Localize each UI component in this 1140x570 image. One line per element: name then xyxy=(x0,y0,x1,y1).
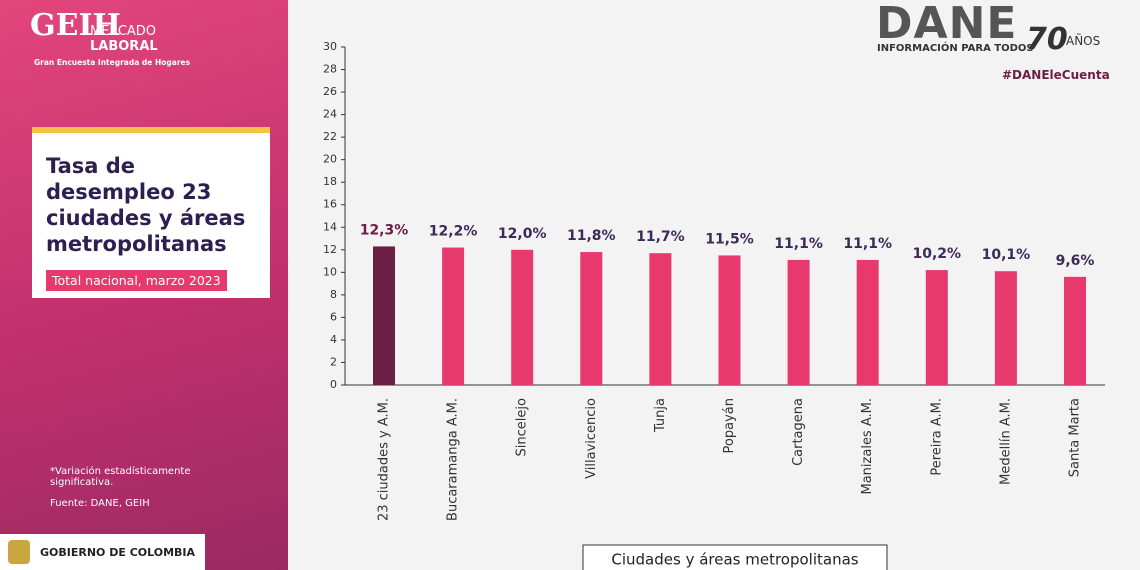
y-tick-label: 28 xyxy=(323,63,337,76)
chart-title: Tasa de desempleo 23 ciudades y áreas me… xyxy=(46,154,246,256)
y-tick-label: 14 xyxy=(323,220,337,233)
y-tick-label: 0 xyxy=(330,378,337,391)
value-label: 10,1% xyxy=(982,247,1031,263)
value-label: 11,7% xyxy=(636,229,685,245)
value-label: 12,3% xyxy=(360,222,409,238)
bar xyxy=(856,259,879,385)
bar xyxy=(1064,276,1086,385)
x-tick-label: Villavicencio xyxy=(584,398,599,479)
bar xyxy=(580,252,603,385)
logo-line: MERCADO xyxy=(90,24,157,39)
y-tick-label: 6 xyxy=(330,310,337,323)
x-tick-label: 23 ciudades y A.M. xyxy=(377,398,392,521)
y-tick-label: 10 xyxy=(323,265,337,278)
anniversary-word: AÑOS xyxy=(1066,34,1101,48)
logo: GEIH xyxy=(30,8,121,43)
x-tick-label: Medellín A.M. xyxy=(998,398,1013,485)
government: GOBIERNO DE COLOMBIA xyxy=(40,546,196,559)
x-label-box xyxy=(582,544,888,570)
value-label: 11,1% xyxy=(774,236,823,252)
dane-logo: DANE xyxy=(876,0,1018,49)
bar xyxy=(925,270,948,385)
note: *Variación estadísticamente significativ… xyxy=(50,466,191,488)
coat-of-arms xyxy=(8,540,30,564)
value-label: 12,2% xyxy=(429,224,478,240)
y-tick-label: 12 xyxy=(323,243,337,256)
bar xyxy=(511,249,534,385)
x-tick-label: Cartagena xyxy=(791,398,806,466)
hashtag: #DANEleCuenta xyxy=(1002,68,1110,82)
side-panel: GEIH MERCADO LABORAL Gran Encuesta Integ… xyxy=(0,0,288,570)
x-tick-label: Sincelejo xyxy=(515,398,530,456)
x-tick-label: Bucaramanga A.M. xyxy=(446,398,461,521)
x-tick-label: Manizales A.M. xyxy=(860,398,875,494)
y-tick-label: 8 xyxy=(330,288,337,301)
logo-subtitle: Gran Encuesta Integrada de Hogares xyxy=(34,58,191,67)
value-label: 11,5% xyxy=(705,231,754,247)
y-tick-label: 18 xyxy=(323,175,337,188)
government-strip: GOBIERNO DE COLOMBIA xyxy=(0,534,205,570)
x-tick-label: Santa Marta xyxy=(1068,398,1083,477)
value-label: 10,2% xyxy=(913,246,962,262)
bar xyxy=(994,271,1017,385)
y-tick-label: 30 xyxy=(323,40,337,53)
y-tick-label: 24 xyxy=(323,108,337,121)
y-tick-label: 16 xyxy=(323,198,337,211)
source: Fuente: DANE, GEIH xyxy=(50,498,150,509)
bar xyxy=(373,246,395,385)
y-tick-label: 26 xyxy=(323,85,337,98)
bar xyxy=(718,255,741,385)
x-tick-label: Pereira A.M. xyxy=(929,398,944,476)
value-label: 11,1% xyxy=(843,236,892,252)
x-tick-label: Tunja xyxy=(653,398,668,433)
y-tick-label: 20 xyxy=(323,153,337,166)
anniversary: 70 xyxy=(1026,22,1068,57)
y-tick-label: 2 xyxy=(330,355,337,368)
y-tick-label: 4 xyxy=(330,333,337,346)
y-tick-label: 22 xyxy=(323,130,337,143)
bar xyxy=(787,259,810,385)
value-label: 12,0% xyxy=(498,226,547,242)
x-axis-label: Ciudades y áreas metropolitanas xyxy=(611,551,858,569)
chart-subtitle: Total nacional, marzo 2023 xyxy=(46,270,227,291)
bar xyxy=(649,253,672,385)
title-card: Tasa de desempleo 23 ciudades y áreas me… xyxy=(32,127,270,298)
dane-tagline: INFORMACIÓN PARA TODOS xyxy=(877,43,1034,54)
x-tick-label: Popayán xyxy=(722,398,737,453)
bar xyxy=(442,247,465,385)
logo-line: LABORAL xyxy=(90,39,158,54)
value-label: 9,6% xyxy=(1056,253,1095,269)
value-label: 11,8% xyxy=(567,228,616,244)
